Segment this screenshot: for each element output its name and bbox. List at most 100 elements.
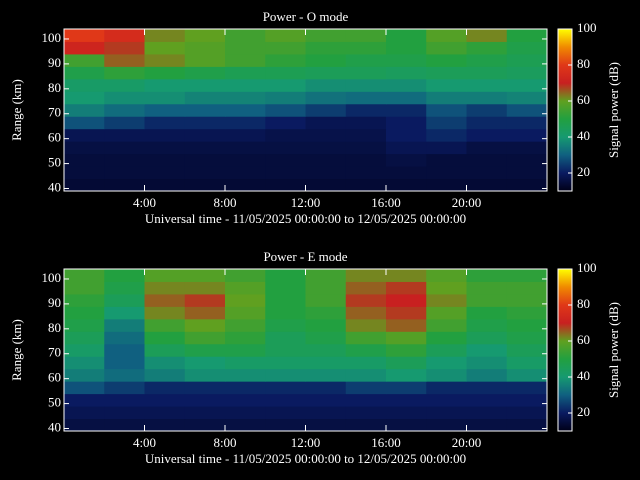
heatmap-cell: [466, 343, 508, 357]
heatmap-cell: [466, 393, 508, 407]
heatmap-cell: [104, 269, 145, 282]
heatmap-cell: [64, 331, 105, 345]
heatmap-cell: [386, 141, 427, 155]
colorbar-tick-label: 40: [577, 128, 590, 143]
heatmap-cell: [345, 103, 387, 117]
heatmap-cell: [426, 41, 467, 55]
heatmap-cell: [144, 331, 186, 345]
heatmap-cell: [466, 78, 508, 92]
y-tick-label: 40: [48, 179, 61, 194]
heatmap-cell: [144, 53, 186, 67]
heatmap-cell: [386, 381, 427, 395]
heatmap-cell: [466, 418, 508, 432]
heatmap-cell: [386, 356, 427, 370]
heatmap-cell: [265, 368, 306, 382]
heatmap-cell: [305, 393, 347, 407]
x-tick-label: 4:00: [133, 195, 156, 210]
heatmap-cell: [426, 178, 467, 192]
heatmap-cell: [64, 406, 105, 420]
heatmap-cell: [305, 356, 347, 370]
heatmap-cell: [426, 356, 467, 370]
heatmap-cell: [345, 381, 387, 395]
heatmap-cell: [506, 41, 548, 55]
heatmap-cell: [64, 78, 105, 92]
y-tick-label: 90: [48, 55, 61, 70]
heatmap-cell: [184, 306, 226, 320]
heatmap-cell: [64, 393, 105, 407]
colorbar-tick-label: 80: [577, 56, 590, 71]
colorbar: [557, 28, 573, 192]
heatmap-cell: [64, 128, 105, 142]
heatmap-cell: [386, 269, 427, 282]
heatmap-cell: [265, 331, 306, 345]
x-tick-label: 4:00: [133, 435, 156, 450]
y-tick-label: 50: [48, 155, 61, 170]
chart-title: Power - O mode: [263, 9, 349, 24]
heatmap-cell: [184, 356, 226, 370]
heatmap-cell: [345, 166, 387, 180]
heatmap-cell: [426, 331, 467, 345]
heatmap-cell: [506, 53, 548, 67]
heatmap-cell: [466, 66, 508, 80]
heatmap-cell: [265, 141, 306, 155]
heatmap-cell: [104, 368, 145, 382]
heatmap-cell: [265, 166, 306, 180]
heatmap-cell: [426, 103, 467, 117]
heatmap-cell: [466, 41, 508, 55]
heatmap-cell: [144, 153, 186, 167]
heatmap-cell: [225, 153, 266, 167]
heatmap-cell: [386, 116, 427, 130]
heatmap-cell: [345, 368, 387, 382]
heatmap-cell: [184, 381, 226, 395]
heatmap-cell: [466, 381, 508, 395]
heatmap-cell: [305, 293, 347, 307]
y-tick-label: 90: [48, 295, 61, 310]
heatmap-cell: [506, 91, 548, 105]
heatmap-cell: [104, 103, 145, 117]
heatmap-cell: [506, 406, 548, 420]
heatmap-cell: [225, 331, 266, 345]
heatmap-cell: [345, 53, 387, 67]
heatmap-cell: [64, 178, 105, 192]
heatmap-cell: [466, 293, 508, 307]
colorbar-tick-label: 40: [577, 368, 590, 383]
heatmap-cell: [426, 91, 467, 105]
heatmap-cell: [225, 53, 266, 67]
heatmap-cell: [64, 418, 105, 432]
heatmap-cell: [265, 78, 306, 92]
heatmap-cell: [466, 153, 508, 167]
heatmap-cell: [345, 269, 387, 282]
heatmap-cell: [386, 281, 427, 295]
heatmap-cell: [386, 406, 427, 420]
heatmap-cell: [466, 306, 508, 320]
heatmap-cell: [144, 116, 186, 130]
heatmap-cell: [184, 418, 226, 432]
heatmap-cell: [466, 103, 508, 117]
heatmap-cell: [104, 318, 145, 332]
heatmap-cell: [225, 141, 266, 155]
heatmap-cell: [426, 393, 467, 407]
heatmap-cell: [506, 281, 548, 295]
y-tick-label: 60: [48, 130, 61, 145]
heatmap-cell: [265, 343, 306, 357]
heatmap-cell: [64, 166, 105, 180]
heatmap-cell: [466, 406, 508, 420]
heatmap-cell: [506, 418, 548, 432]
heatmap-cell: [265, 269, 306, 282]
heatmap-cell: [184, 66, 226, 80]
heatmap-cell: [426, 78, 467, 92]
heatmap-cell: [225, 343, 266, 357]
heatmap-cell: [506, 141, 548, 155]
heatmap-cell: [305, 178, 347, 192]
heatmap-cell: [466, 29, 508, 42]
heatmap-cell: [506, 293, 548, 307]
heatmap-cell: [386, 78, 427, 92]
heatmap-cell: [345, 393, 387, 407]
heatmap-cell: [305, 269, 347, 282]
heatmap-cell: [225, 418, 266, 432]
heatmap-cell: [184, 103, 226, 117]
heatmap-cell: [184, 116, 226, 130]
heatmap-cell: [184, 29, 226, 42]
heatmap-cell: [426, 406, 467, 420]
